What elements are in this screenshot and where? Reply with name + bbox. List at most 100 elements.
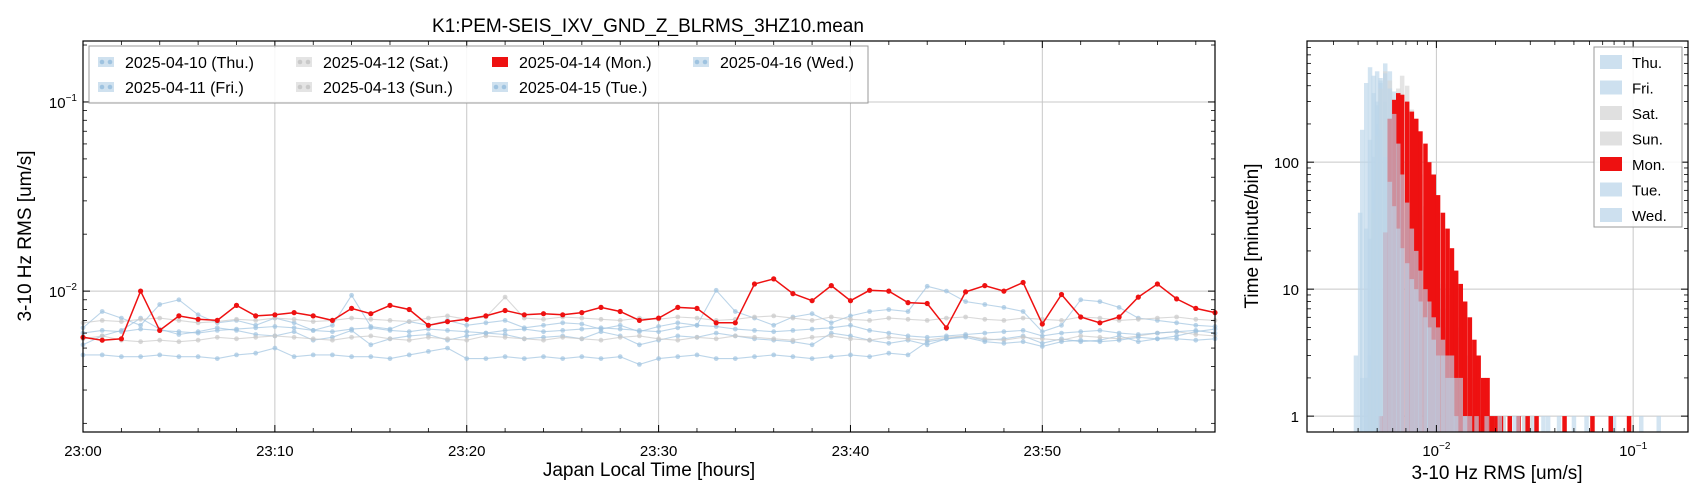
- hist-bar: [1562, 416, 1567, 432]
- hist-bar: [1571, 416, 1577, 432]
- data-point: [905, 309, 911, 314]
- hist-bar: [1453, 270, 1459, 432]
- data-point: [637, 362, 642, 367]
- legend-entry: Fri.: [1600, 80, 1654, 98]
- data-point: [771, 322, 777, 328]
- legend-swatch: [296, 82, 312, 92]
- data-point: [1193, 316, 1199, 322]
- data-point: [598, 304, 604, 310]
- tick-label-exponent: −1: [66, 93, 78, 104]
- data-point: [138, 288, 144, 294]
- data-point: [406, 337, 412, 343]
- hist-bar: [1481, 377, 1486, 432]
- data-point: [464, 329, 470, 335]
- data-point: [579, 321, 585, 327]
- data-point: [924, 300, 930, 307]
- legend-label: 2025-04-16 (Wed.): [720, 55, 854, 72]
- data-point: [1001, 329, 1007, 335]
- data-point: [521, 336, 527, 342]
- data-point: [483, 330, 489, 336]
- data-point: [157, 327, 163, 333]
- data-point: [406, 319, 412, 324]
- hist-bar: [1414, 250, 1419, 432]
- data-point: [195, 330, 201, 336]
- y-axis-label: 3-10 Hz RMS [um/s]: [15, 150, 36, 321]
- series-2025-04-12 (Sat.): [80, 329, 1218, 345]
- data-point: [1155, 330, 1160, 336]
- data-point: [771, 329, 777, 335]
- data-point: [752, 334, 757, 340]
- data-point: [349, 334, 354, 340]
- y-tick-label: 10−1: [49, 93, 78, 112]
- hist-bar: [1485, 377, 1490, 432]
- data-point: [119, 315, 124, 321]
- data-point: [790, 291, 796, 297]
- legend-swatch: [492, 82, 508, 92]
- data-point: [119, 354, 124, 360]
- plot-frame: [1306, 40, 1689, 433]
- data-point: [387, 328, 393, 333]
- timeseries-chart: K1:PEM-SEIS_IXV_GND_Z_BLRMS_3HZ10.mean 2…: [15, 16, 1218, 481]
- data-point: [867, 287, 873, 293]
- y-tick-label: 10: [1282, 282, 1299, 299]
- hist-bar: [1494, 416, 1499, 432]
- legend-swatch: [296, 57, 312, 67]
- data-point: [541, 337, 546, 343]
- hist-bar: [1367, 238, 1373, 432]
- data-point: [637, 333, 642, 339]
- data-point: [291, 325, 297, 331]
- hist-bar: [1387, 88, 1393, 432]
- data-point: [828, 354, 834, 360]
- x-tick-label: 10−2: [1422, 441, 1451, 460]
- data-point: [541, 354, 546, 360]
- data-point: [675, 325, 681, 331]
- data-point: [464, 316, 470, 322]
- legend-entry: 2025-04-16 (Wed.): [693, 55, 854, 72]
- hist-bar: [1409, 228, 1415, 432]
- legend-marker: [702, 59, 708, 65]
- data-point: [675, 314, 681, 320]
- data-point: [483, 313, 489, 319]
- data-point: [732, 326, 738, 332]
- hist-bar: [1530, 416, 1536, 432]
- data-point: [1039, 329, 1045, 335]
- data-point: [445, 336, 450, 342]
- data-point: [99, 328, 105, 333]
- data-point: [502, 354, 508, 360]
- data-point: [291, 316, 297, 322]
- data-point: [617, 322, 623, 328]
- data-point: [214, 317, 220, 323]
- data-point: [944, 333, 949, 339]
- data-point: [521, 326, 527, 332]
- data-point: [157, 352, 163, 358]
- data-point: [560, 356, 566, 361]
- series-line: [82, 324, 1216, 338]
- chart-title: K1:PEM-SEIS_IXV_GND_Z_BLRMS_3HZ10.mean: [432, 16, 864, 37]
- hist-bar: [1418, 270, 1423, 432]
- legend-label: Fri.: [1632, 81, 1654, 98]
- data-point: [426, 334, 431, 340]
- data-point: [905, 333, 911, 339]
- data-point: [617, 308, 623, 315]
- tick-label-base: 10: [1422, 443, 1439, 460]
- data-point: [1135, 339, 1141, 345]
- series-2025-04-16 (Wed.): [80, 322, 1218, 340]
- hist-bar: [1462, 301, 1468, 432]
- series-line: [82, 331, 1216, 343]
- tick-label-base: 10: [1619, 443, 1636, 460]
- data-point: [809, 318, 815, 323]
- hist-bar: [1515, 416, 1521, 432]
- hist-bar: [1440, 212, 1446, 432]
- legend-entry: 2025-04-12 (Sat.): [296, 55, 448, 72]
- hist-bar: [1525, 416, 1530, 432]
- tick-label-exponent: −1: [1636, 441, 1648, 452]
- data-point: [867, 309, 872, 314]
- data-point: [751, 281, 758, 287]
- data-point: [790, 315, 796, 321]
- data-point: [1078, 314, 1084, 320]
- data-point: [713, 356, 719, 361]
- data-point: [1078, 333, 1084, 339]
- hist-bar: [1626, 416, 1632, 432]
- data-point: [387, 318, 393, 323]
- data-point: [349, 315, 354, 321]
